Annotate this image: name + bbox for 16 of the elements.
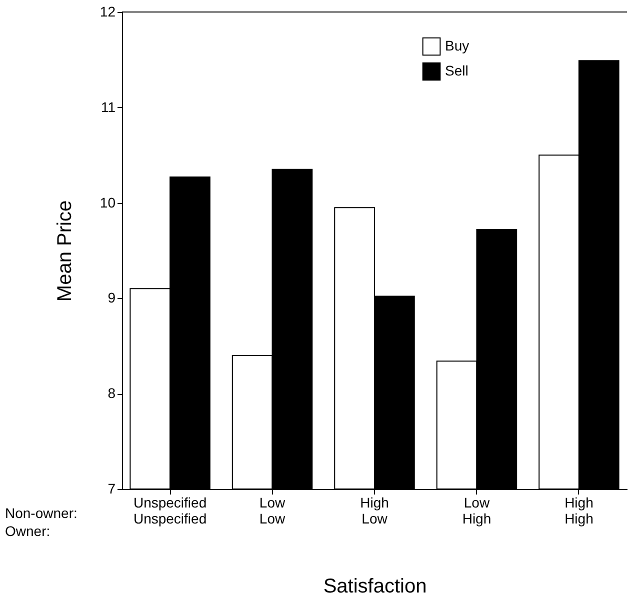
- x-tick-label: High High: [564, 494, 594, 526]
- x-axis-title: Satisfaction: [323, 576, 427, 598]
- x-tick-label: Unspecified Unspecified: [133, 494, 207, 526]
- y-tick-label: 7: [108, 480, 116, 496]
- y-tick-label: 11: [100, 98, 116, 115]
- y-tick-label: 12: [100, 4, 116, 20]
- x-tick-label: Low Low: [259, 494, 286, 526]
- x-tick-label: Low High: [462, 494, 492, 526]
- y-tick-label: 8: [108, 385, 116, 402]
- legend-label: Sell: [445, 62, 468, 78]
- y-axis-title: Mean Price: [54, 200, 76, 302]
- x-tick-label: High Low: [360, 494, 389, 526]
- text: Non-owner: Owner:: [5, 505, 78, 539]
- y-tick-label: 10: [100, 194, 116, 210]
- legend-label: Buy: [445, 38, 470, 54]
- y-tick-label: 9: [108, 290, 116, 306]
